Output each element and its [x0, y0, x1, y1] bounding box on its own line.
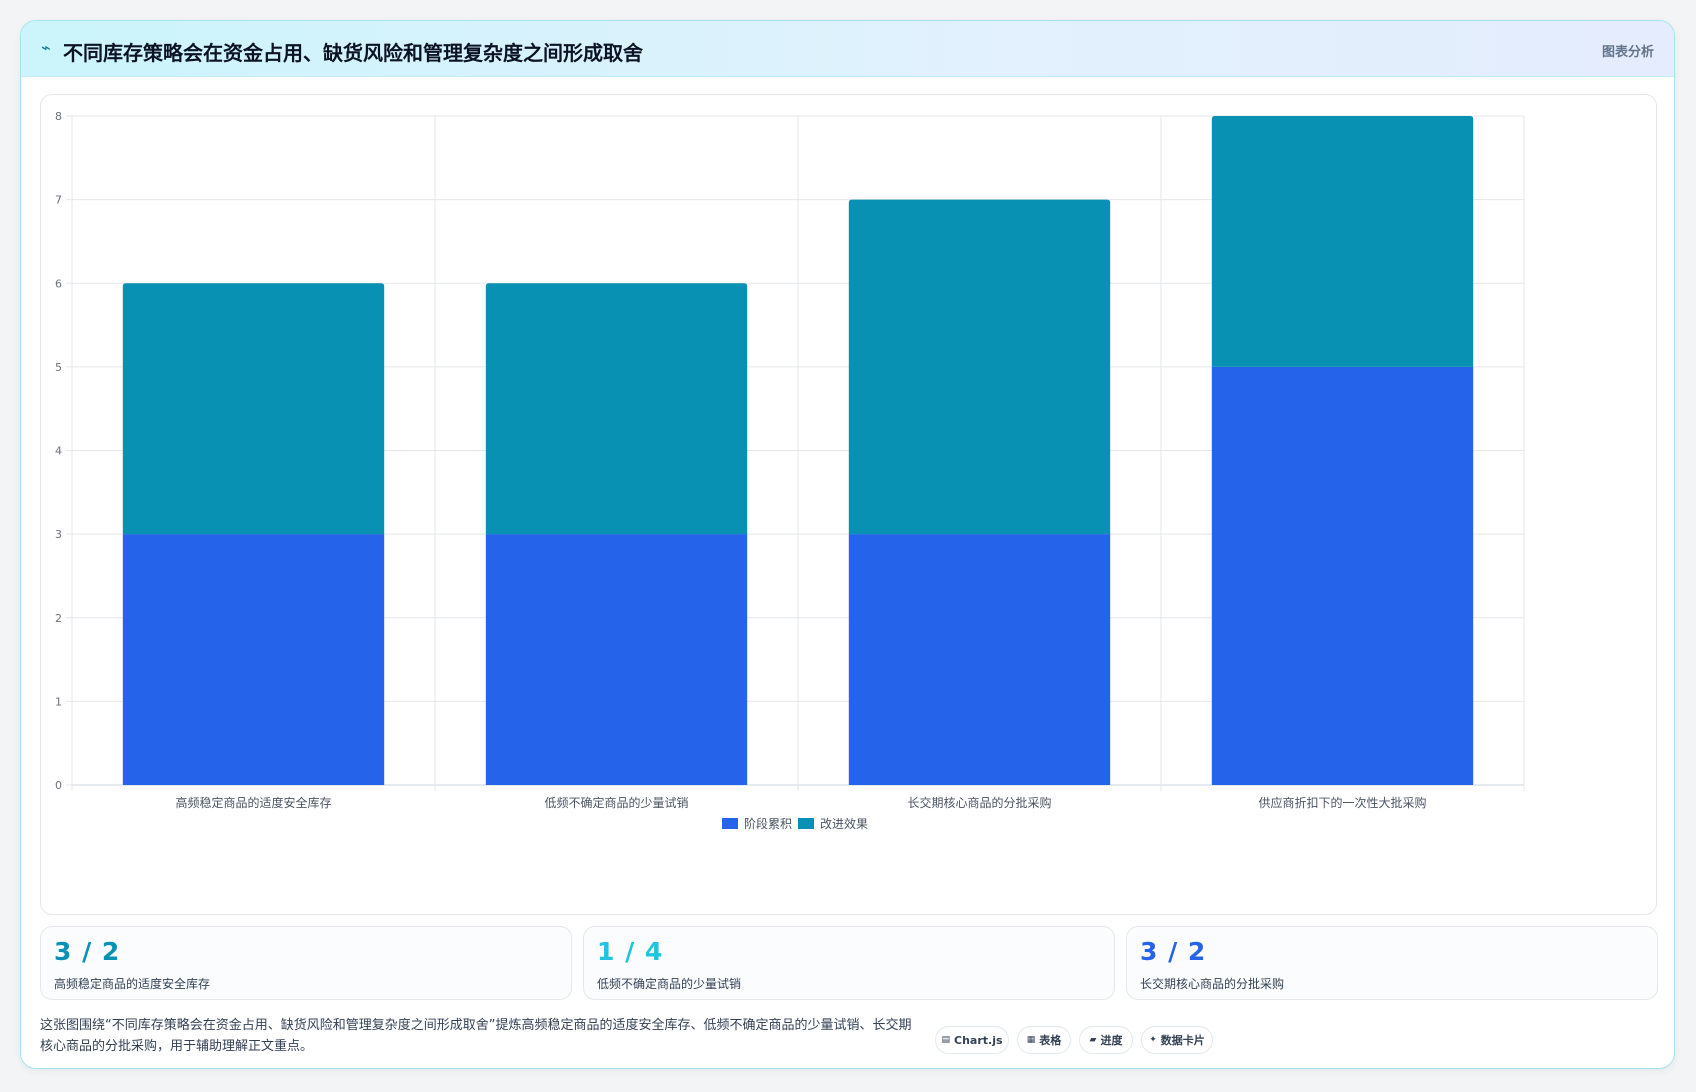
- legend[interactable]: 阶段累积 改进效果: [722, 816, 868, 831]
- table-icon: ▦: [1026, 1035, 1036, 1045]
- bar-2-4: [1211, 116, 1474, 367]
- y-tick-label: 8: [55, 110, 62, 123]
- chart-title: 不同库存策略会在资金占用、缺货风险和管理复杂度之间形成取舍: [63, 41, 643, 65]
- y-tick-label: 4: [55, 445, 62, 458]
- pill-label: 数据卡片: [1160, 1034, 1205, 1047]
- wave-icon: ⌁: [41, 38, 51, 57]
- legend-item-1[interactable]: 阶段累积: [722, 816, 792, 831]
- sparkle-icon: ✦: [1149, 1035, 1157, 1045]
- pill-label: Chart.js: [954, 1033, 1003, 1047]
- y-tick-label: 5: [55, 361, 62, 374]
- chart-description: 这张图围绕“不同库存策略会在资金占用、缺货风险和管理复杂度之间形成取舍”提炼高频…: [40, 1018, 912, 1054]
- stat-card-3: 3 / 2 长交期核心商品的分批采购: [1126, 926, 1658, 1000]
- bar-2-1: [122, 283, 385, 535]
- bar-1-3: [848, 534, 1111, 785]
- pill-progress[interactable]: ▰ 进度: [1079, 1026, 1133, 1054]
- y-tick-label: 0: [55, 779, 62, 792]
- stat-card-1: 3 / 2 高频稳定商品的适度安全库存: [40, 926, 572, 1000]
- stat-label: 长交期核心商品的分批采购: [1140, 977, 1285, 991]
- bar-2-2: [485, 283, 748, 535]
- pill-data-cards[interactable]: ✦ 数据卡片: [1141, 1026, 1213, 1054]
- x-tick-label: 高频稳定商品的适度安全库存: [175, 795, 331, 810]
- chart-card: ⌁ 不同库存策略会在资金占用、缺货风险和管理复杂度之间形成取舍 图表分析 0 1 2…: [20, 20, 1675, 1069]
- progress-icon: ▰: [1089, 1035, 1097, 1045]
- pill-label: 表格: [1039, 1034, 1062, 1047]
- stat-value: 3 / 2: [1140, 937, 1207, 966]
- card-header: ⌁ 不同库存策略会在资金占用、缺货风险和管理复杂度之间形成取舍 图表分析: [21, 21, 1674, 77]
- x-tick-label: 低频不确定商品的少量试销: [544, 795, 688, 810]
- chart-panel: 0 1 2 3 4 5 6 7 8 高频稳定商品的适度安全库存 低频不确定商品的少量试销 长交期核心商…: [40, 94, 1657, 915]
- bar-1-4: [1211, 366, 1474, 785]
- stat-card-2: 1 / 4 低频不确定商品的少量试销: [583, 926, 1115, 1000]
- bar-2-3: [848, 199, 1111, 535]
- x-tick-label: 长交期核心商品的分批采购: [907, 795, 1051, 810]
- legend-label: 改进效果: [820, 816, 868, 831]
- pill-chartjs[interactable]: ▤ Chart.js: [935, 1026, 1009, 1054]
- legend-label: 阶段累积: [744, 816, 792, 831]
- pill-table[interactable]: ▦ 表格: [1017, 1026, 1071, 1054]
- stat-value: 3 / 2: [54, 937, 121, 966]
- y-tick-label: 1: [55, 695, 62, 708]
- stacked-bar-chart: 0 1 2 3 4 5 6 7 8 高频稳定商品的适度安全库存 低频不确定商品的少量试销 长交期核心商…: [55, 110, 1525, 831]
- stat-value: 1 / 4: [597, 937, 664, 966]
- bar-1-2: [485, 534, 748, 785]
- chart-analysis-tag: 图表分析: [1601, 45, 1654, 60]
- bar-1-1: [122, 534, 385, 785]
- legend-swatch: [722, 818, 738, 829]
- legend-swatch: [798, 818, 814, 829]
- legend-item-2[interactable]: 改进效果: [798, 816, 868, 831]
- y-tick-label: 3: [55, 528, 62, 541]
- chart-icon: ▤: [941, 1035, 950, 1045]
- stat-label: 高频稳定商品的适度安全库存: [54, 977, 211, 991]
- stat-label: 低频不确定商品的少量试销: [597, 977, 742, 991]
- y-tick-label: 2: [55, 612, 62, 625]
- pill-label: 进度: [1100, 1034, 1123, 1047]
- x-tick-label: 供应商折扣下的一次性大批采购: [1258, 795, 1426, 810]
- y-tick-label: 6: [55, 277, 62, 290]
- y-tick-label: 7: [55, 194, 62, 207]
